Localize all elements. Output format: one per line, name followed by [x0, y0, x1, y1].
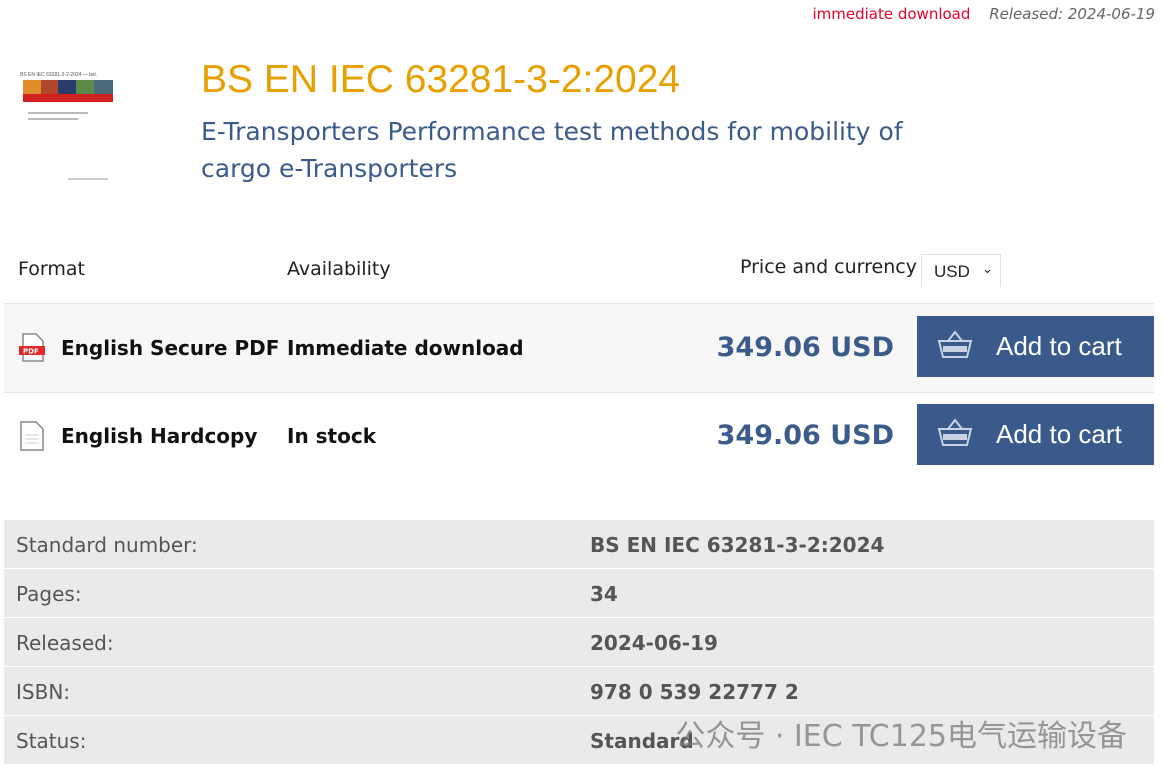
price-header: Price and currency [740, 256, 917, 278]
details-table: Standard number: BS EN IEC 63281-3-2:2024… [4, 520, 1154, 765]
detail-value: 978 0 539 22777 2 [590, 680, 799, 704]
add-to-cart-label: Add to cart [996, 419, 1122, 449]
detail-value: 2024-06-19 [590, 631, 718, 655]
detail-value: 34 [590, 582, 618, 606]
format-label: English Secure PDF [61, 336, 280, 360]
detail-label: Pages: [16, 582, 82, 606]
detail-row: Pages: 34 [4, 569, 1154, 618]
add-to-cart-button[interactable]: Add to cart [917, 316, 1154, 377]
availability-note: immediate download [812, 5, 971, 23]
price-label: 349.06 USD [716, 420, 894, 451]
basket-icon [937, 418, 973, 446]
detail-label: Standard number: [16, 533, 198, 557]
detail-label: Status: [16, 729, 87, 753]
availability-label: Immediate download [287, 336, 524, 360]
detail-row: ISBN: 978 0 539 22777 2 [4, 667, 1154, 716]
pdf-file-icon: PDF [19, 333, 45, 362]
format-label: English Hardcopy [61, 424, 258, 448]
document-icon [20, 421, 44, 451]
add-to-cart-label: Add to cart [996, 331, 1122, 361]
product-title: BS EN IEC 63281-3-2:2024 [201, 58, 681, 101]
table-row: English Hardcopy In stock 349.06 USD Add… [4, 392, 1154, 480]
currency-value: USD [934, 262, 970, 281]
detail-row: Released: 2024-06-19 [4, 618, 1154, 667]
detail-row: Status: Standard [4, 716, 1154, 765]
price-label: 349.06 USD [716, 332, 894, 363]
watermark: 公众号 · IEC TC125电气运输设备 [675, 719, 1127, 754]
detail-label: Released: [16, 631, 114, 655]
table-row: PDF English Secure PDF Immediate downloa… [4, 303, 1154, 393]
currency-select[interactable]: USD ⌄ [921, 254, 1001, 287]
availability-header: Availability [287, 258, 391, 280]
format-header: Format [18, 258, 85, 280]
top-status-bar: immediate download Released: 2024-06-19 [812, 5, 1155, 23]
detail-value: BS EN IEC 63281-3-2:2024 [590, 533, 885, 557]
basket-icon [937, 330, 973, 358]
chevron-down-icon: ⌄ [982, 261, 993, 276]
product-subtitle: E-Transporters Performance test methods … [201, 117, 903, 183]
cover-thumbnail: BS EN IEC 63281-3-2:2024 — bsi. [18, 72, 118, 192]
release-date: Released: 2024-06-19 [989, 5, 1155, 23]
availability-label: In stock [287, 424, 377, 448]
cover-text: BS EN IEC 63281-3-2:2024 — bsi. [20, 72, 97, 78]
detail-value: Standard [590, 729, 694, 753]
detail-label: ISBN: [16, 680, 71, 704]
detail-row: Standard number: BS EN IEC 63281-3-2:2024 [4, 520, 1154, 569]
add-to-cart-button[interactable]: Add to cart [917, 404, 1154, 465]
svg-text:PDF: PDF [23, 348, 39, 356]
